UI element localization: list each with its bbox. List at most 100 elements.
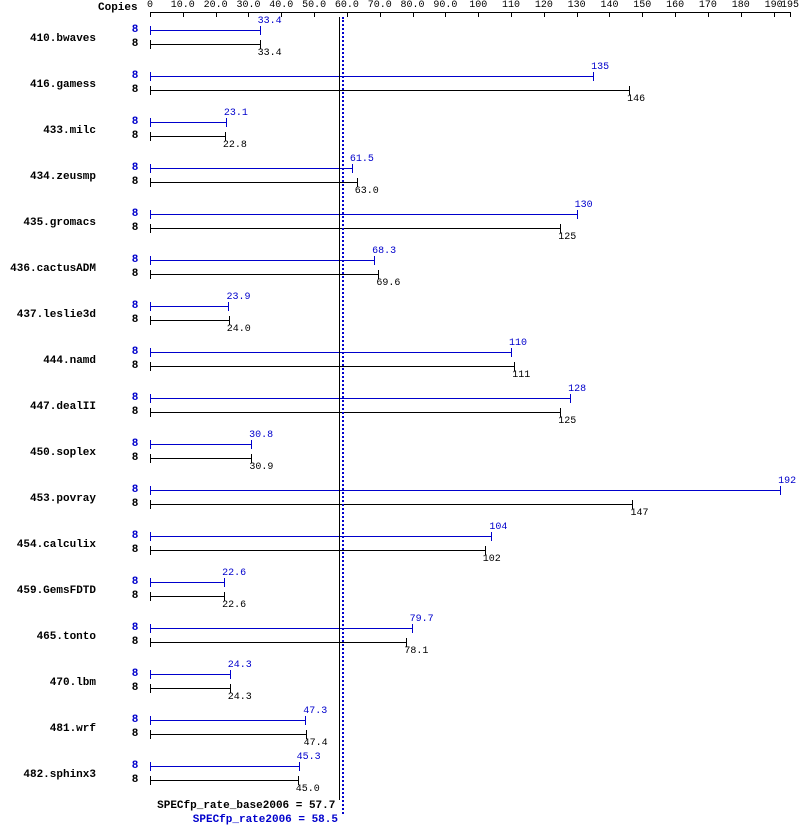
base-bar <box>150 228 560 229</box>
x-tick <box>347 12 348 17</box>
x-tick <box>544 12 545 17</box>
x-tick-label: 90.0 <box>433 0 457 11</box>
peak-value: 22.6 <box>222 568 246 579</box>
peak-value: 23.9 <box>226 292 250 303</box>
copies-peak: 8 <box>125 668 145 680</box>
copies-base: 8 <box>125 774 145 786</box>
peak-value: 104 <box>489 522 507 533</box>
peak-value: 128 <box>568 384 586 395</box>
copies-peak: 8 <box>125 24 145 36</box>
base-value: 24.3 <box>228 692 252 703</box>
bar-start-cap <box>150 762 151 771</box>
bar-start-cap <box>150 454 151 463</box>
benchmark-name: 481.wrf <box>6 723 96 735</box>
base-bar <box>150 734 306 735</box>
bar-start-cap <box>150 592 151 601</box>
copies-base: 8 <box>125 636 145 648</box>
copies-peak: 8 <box>125 70 145 82</box>
peak-bar <box>150 490 780 491</box>
benchmark-name: 453.povray <box>6 493 96 505</box>
base-bar <box>150 136 225 137</box>
peak-bar <box>150 260 374 261</box>
benchmark-name: 459.GemsFDTD <box>6 585 96 597</box>
peak-value: 47.3 <box>303 706 327 717</box>
peak-bar <box>150 214 577 215</box>
bar-start-cap <box>150 532 151 541</box>
x-tick-label: 70.0 <box>368 0 392 11</box>
base-bar <box>150 274 378 275</box>
copies-peak: 8 <box>125 254 145 266</box>
copies-header: Copies <box>98 2 138 14</box>
peak-bar <box>150 398 570 399</box>
x-tick-label: 10.0 <box>171 0 195 11</box>
peak-bar <box>150 582 224 583</box>
base-bar <box>150 596 224 597</box>
x-tick-label: 180 <box>732 0 750 11</box>
copies-base: 8 <box>125 222 145 234</box>
copies-base: 8 <box>125 84 145 96</box>
bar-start-cap <box>150 670 151 679</box>
x-tick-label: 60.0 <box>335 0 359 11</box>
base-value: 147 <box>630 508 648 519</box>
x-tick-label: 0 <box>147 0 153 11</box>
base-value: 69.6 <box>376 278 400 289</box>
bar-start-cap <box>150 118 151 127</box>
x-tick-label: 130 <box>568 0 586 11</box>
x-tick <box>150 12 151 17</box>
bar-start-cap <box>150 684 151 693</box>
x-tick-label: 100 <box>469 0 487 11</box>
x-tick-label: 110 <box>502 0 520 11</box>
bar-start-cap <box>150 408 151 417</box>
peak-value: 130 <box>575 200 593 211</box>
copies-base: 8 <box>125 498 145 510</box>
peak-value: 33.4 <box>258 16 282 27</box>
x-tick <box>577 12 578 17</box>
x-tick-label: 190 <box>765 0 783 11</box>
base-bar <box>150 90 629 91</box>
copies-base: 8 <box>125 544 145 556</box>
copies-base: 8 <box>125 728 145 740</box>
copies-peak: 8 <box>125 438 145 450</box>
copies-peak: 8 <box>125 714 145 726</box>
bar-start-cap <box>150 716 151 725</box>
x-tick-label: 160 <box>666 0 684 11</box>
peak-bar <box>150 76 593 77</box>
x-tick-label: 50.0 <box>302 0 326 11</box>
x-tick <box>445 12 446 17</box>
base-bar <box>150 688 230 689</box>
x-tick-label: 20.0 <box>204 0 228 11</box>
x-tick <box>183 12 184 17</box>
benchmark-name: 436.cactusADM <box>6 263 96 275</box>
copies-peak: 8 <box>125 576 145 588</box>
bar-start-cap <box>150 132 151 141</box>
benchmark-name: 482.sphinx3 <box>6 769 96 781</box>
base-bar <box>150 642 406 643</box>
x-tick-label: 195 <box>781 0 799 11</box>
base-value: 30.9 <box>249 462 273 473</box>
bar-start-cap <box>150 270 151 279</box>
peak-value: 23.1 <box>224 108 248 119</box>
bar-start-cap <box>150 776 151 785</box>
bar-start-cap <box>150 500 151 509</box>
base-bar <box>150 412 560 413</box>
copies-peak: 8 <box>125 760 145 772</box>
base-value: 78.1 <box>404 646 428 657</box>
x-tick-label: 120 <box>535 0 553 11</box>
copies-peak: 8 <box>125 622 145 634</box>
base-bar <box>150 366 514 367</box>
bar-start-cap <box>150 40 151 49</box>
copies-base: 8 <box>125 268 145 280</box>
bar-start-cap <box>150 316 151 325</box>
base-value: 45.0 <box>296 784 320 795</box>
bar-start-cap <box>150 302 151 311</box>
peak-bar <box>150 30 260 31</box>
x-tick <box>314 12 315 17</box>
base-bar <box>150 320 229 321</box>
peak-value: 24.3 <box>228 660 252 671</box>
copies-peak: 8 <box>125 484 145 496</box>
ref-line-peak <box>342 17 344 814</box>
x-tick <box>609 12 610 17</box>
base-bar <box>150 458 251 459</box>
benchmark-name: 454.calculix <box>6 539 96 551</box>
peak-bar <box>150 766 299 767</box>
